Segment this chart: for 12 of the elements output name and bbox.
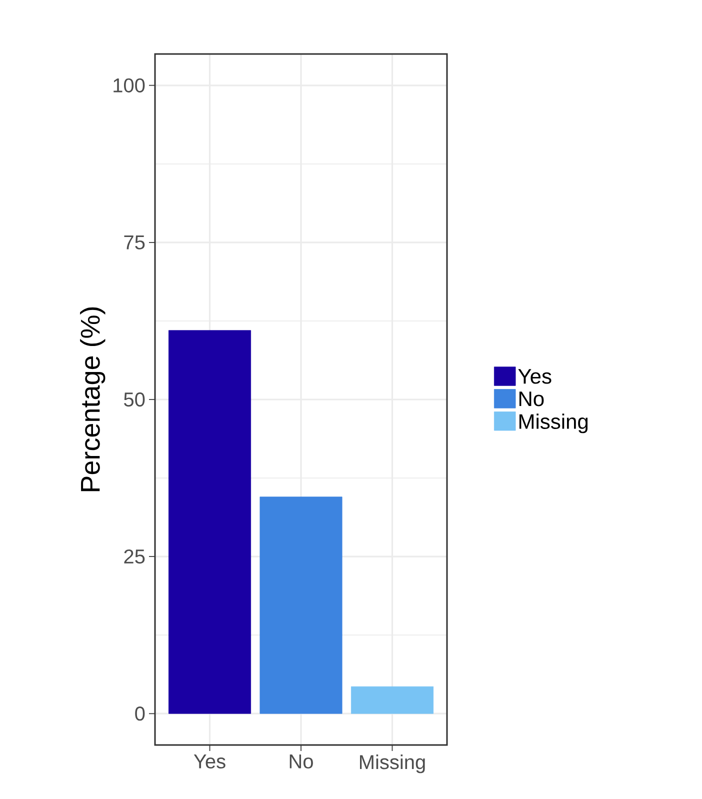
legend-label: No — [519, 392, 544, 406]
x-tick-label: Yes — [194, 754, 226, 768]
legend-label: Yes — [518, 369, 552, 384]
y-tick-label: 0 — [135, 706, 145, 721]
y-tick-label: 50 — [124, 392, 145, 407]
y-tick-label: 100 — [114, 78, 145, 92]
y-axis-title: Percentage (%) — [80, 307, 106, 492]
x-tick-label: Missing — [360, 754, 425, 774]
legend-label: Missing — [519, 414, 588, 434]
y-tick-label: 75 — [124, 235, 145, 250]
y-tick-label: 25 — [124, 549, 145, 564]
x-tick-label: No — [290, 754, 313, 768]
